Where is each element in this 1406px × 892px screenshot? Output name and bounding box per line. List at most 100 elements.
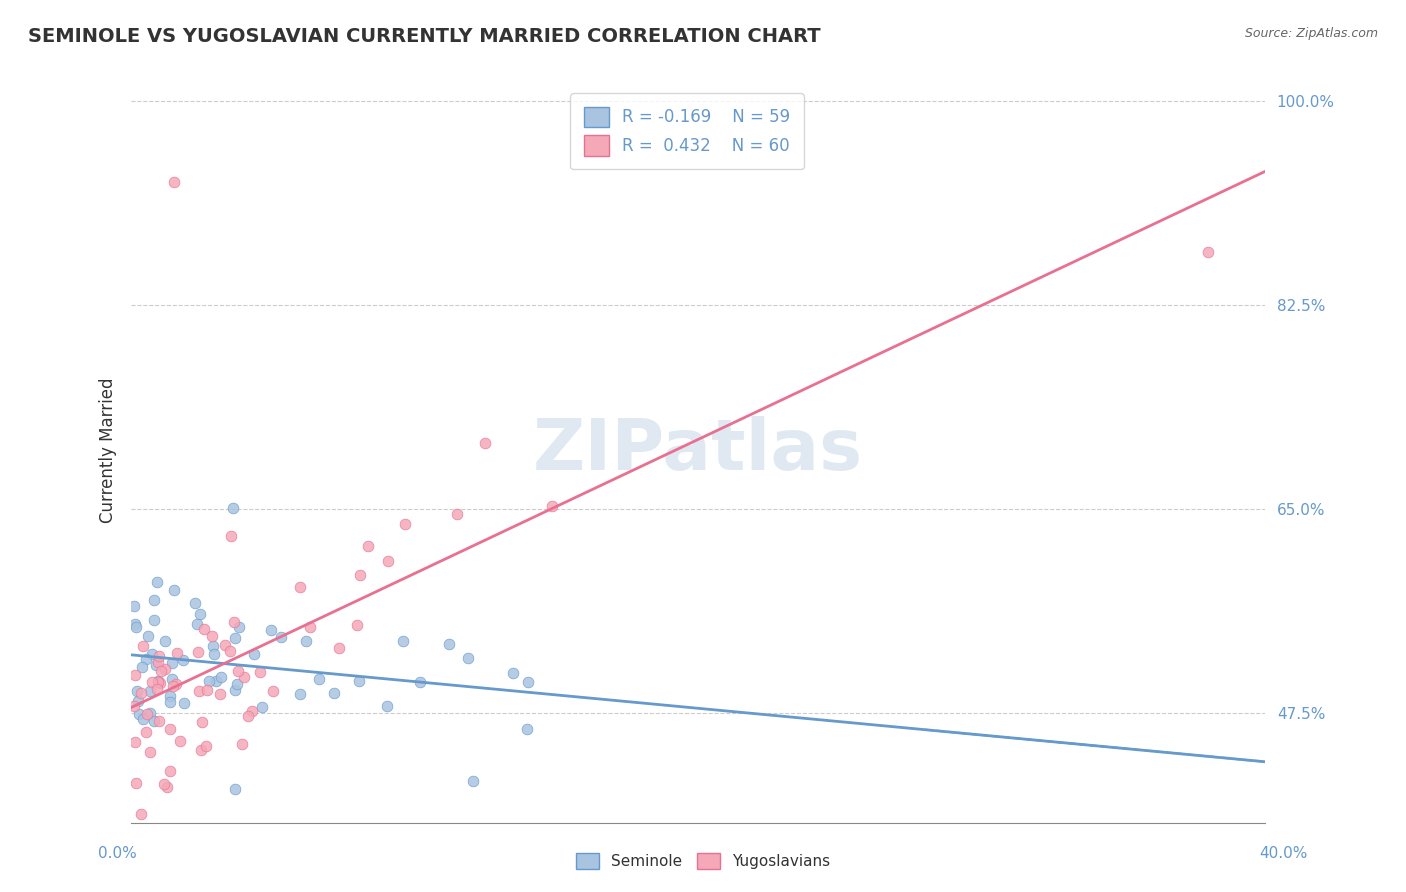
Point <box>165 677 187 691</box>
Point <box>439 637 461 651</box>
Point <box>224 632 246 646</box>
Point <box>148 655 170 669</box>
Point <box>172 653 194 667</box>
Point <box>125 620 148 634</box>
Point <box>517 675 540 690</box>
Point <box>124 735 146 749</box>
Point <box>166 646 188 660</box>
Point <box>135 725 157 739</box>
Point <box>149 676 172 690</box>
Point <box>122 599 145 613</box>
Point <box>159 723 181 737</box>
Point <box>322 685 344 699</box>
Point <box>349 674 371 689</box>
Point <box>308 673 330 687</box>
Point <box>141 647 163 661</box>
Point <box>135 706 157 721</box>
Point <box>249 665 271 679</box>
Point <box>208 687 231 701</box>
Point <box>357 539 380 553</box>
Point <box>152 777 174 791</box>
Y-axis label: Currently Married: Currently Married <box>100 377 117 524</box>
Point <box>541 500 564 514</box>
Point <box>260 624 283 638</box>
Point <box>219 644 242 658</box>
Point <box>202 639 225 653</box>
Point <box>139 706 162 720</box>
Point <box>232 670 254 684</box>
Point <box>204 674 226 689</box>
Point <box>197 673 219 688</box>
Point <box>250 700 273 714</box>
Point <box>222 500 245 515</box>
Point <box>224 683 246 698</box>
Point <box>290 687 312 701</box>
Point <box>349 568 371 582</box>
Point <box>124 668 146 682</box>
Point <box>263 683 285 698</box>
Point <box>190 743 212 757</box>
Point <box>159 689 181 703</box>
Legend: Seminole, Yugoslavians: Seminole, Yugoslavians <box>569 847 837 875</box>
Point <box>195 739 218 754</box>
Point <box>394 516 416 531</box>
Text: SEMINOLE VS YUGOSLAVIAN CURRENTLY MARRIED CORRELATION CHART: SEMINOLE VS YUGOSLAVIAN CURRENTLY MARRIE… <box>28 27 821 45</box>
Point <box>457 651 479 665</box>
Point <box>139 684 162 698</box>
Point <box>446 507 468 521</box>
Point <box>184 596 207 610</box>
Point <box>162 672 184 686</box>
Point <box>270 631 292 645</box>
Point <box>231 737 253 751</box>
Point <box>226 677 249 691</box>
Point <box>162 583 184 598</box>
Point <box>125 775 148 789</box>
Point <box>125 683 148 698</box>
Point <box>162 679 184 693</box>
Point <box>148 673 170 688</box>
Point <box>148 714 170 728</box>
Point <box>222 615 245 630</box>
Point <box>169 734 191 748</box>
Point <box>191 715 214 730</box>
Point <box>328 640 350 655</box>
Point <box>346 618 368 632</box>
Point <box>209 670 232 684</box>
Point <box>1197 245 1219 260</box>
Point <box>224 782 246 797</box>
Point <box>163 175 186 189</box>
Point <box>516 723 538 737</box>
Point <box>188 684 211 698</box>
Point <box>136 629 159 643</box>
Point <box>187 645 209 659</box>
Point <box>474 435 496 450</box>
Point <box>392 634 415 648</box>
Point <box>132 712 155 726</box>
Point <box>153 634 176 648</box>
Point <box>375 698 398 713</box>
Point <box>149 665 172 679</box>
Point <box>146 675 169 690</box>
Text: Source: ZipAtlas.com: Source: ZipAtlas.com <box>1244 27 1378 40</box>
Point <box>153 662 176 676</box>
Point <box>141 674 163 689</box>
Point <box>127 694 149 708</box>
Point <box>173 697 195 711</box>
Point <box>288 580 311 594</box>
Point <box>294 633 316 648</box>
Point <box>156 780 179 794</box>
Point <box>193 623 215 637</box>
Point <box>143 714 166 729</box>
Point <box>188 607 211 621</box>
Point <box>145 681 167 696</box>
Point <box>143 613 166 627</box>
Point <box>128 707 150 722</box>
Point <box>201 629 224 643</box>
Point <box>148 648 170 663</box>
Point <box>219 529 242 543</box>
Point <box>129 807 152 822</box>
Point <box>143 592 166 607</box>
Text: 40.0%: 40.0% <box>1260 847 1308 861</box>
Point <box>243 647 266 661</box>
Point <box>159 764 181 779</box>
